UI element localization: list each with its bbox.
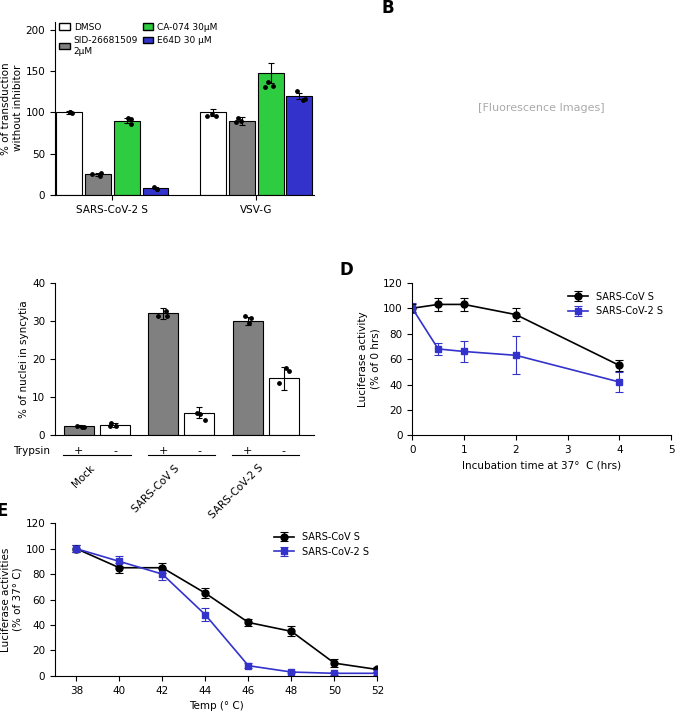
Text: -: - xyxy=(113,446,117,456)
Point xyxy=(87,169,98,180)
Point xyxy=(202,111,213,122)
Text: +: + xyxy=(74,446,84,456)
Point xyxy=(126,119,137,130)
Point xyxy=(105,421,116,432)
Point xyxy=(210,110,221,122)
Y-axis label: % of transduction
without inhibitor: % of transduction without inhibitor xyxy=(1,62,23,155)
Text: [Fluorescence Images]: [Fluorescence Images] xyxy=(478,104,605,114)
Bar xyxy=(286,96,312,195)
Point xyxy=(94,170,105,181)
Point xyxy=(72,420,83,431)
Point xyxy=(297,93,308,105)
Point xyxy=(64,106,75,118)
Point xyxy=(299,93,310,104)
Text: B: B xyxy=(381,0,394,17)
Point xyxy=(66,107,77,119)
Y-axis label: Luciferase activity
(% of 0 hrs): Luciferase activity (% of 0 hrs) xyxy=(358,311,380,407)
X-axis label: Incubation time at 37°  C (hrs): Incubation time at 37° C (hrs) xyxy=(462,461,621,471)
Legend: SARS-CoV S, SARS-CoV-2 S: SARS-CoV S, SARS-CoV-2 S xyxy=(564,288,667,320)
Bar xyxy=(148,313,178,436)
Text: SARS-CoV-2 S: SARS-CoV-2 S xyxy=(208,463,266,521)
Point xyxy=(200,414,211,426)
Point xyxy=(231,116,242,127)
Point xyxy=(292,86,303,97)
Point xyxy=(233,112,244,124)
Point xyxy=(105,417,116,429)
Text: +: + xyxy=(158,446,168,456)
Point xyxy=(126,114,137,125)
Bar xyxy=(200,112,226,195)
Y-axis label: Luciferase activities
(% of 37° C): Luciferase activities (% of 37° C) xyxy=(1,547,23,651)
Point xyxy=(239,310,250,321)
Bar xyxy=(142,188,169,195)
Bar xyxy=(232,321,262,436)
Point xyxy=(76,421,87,433)
Bar xyxy=(100,425,130,436)
Point xyxy=(263,75,274,87)
Text: E: E xyxy=(0,502,8,520)
Point xyxy=(153,310,164,321)
Legend: SARS-CoV S, SARS-CoV-2 S: SARS-CoV S, SARS-CoV-2 S xyxy=(271,528,373,561)
Point xyxy=(236,115,247,127)
Legend: DMSO, SID-26681509
2μM, CA-074 30μM, E64D 30 μM: DMSO, SID-26681509 2μM, CA-074 30μM, E64… xyxy=(60,22,217,55)
Text: -: - xyxy=(282,446,286,456)
Y-axis label: % of nuclei in syncytia: % of nuclei in syncytia xyxy=(19,301,29,418)
Text: +: + xyxy=(243,446,252,456)
Text: SARS-CoV S: SARS-CoV S xyxy=(130,463,182,514)
Point xyxy=(191,407,202,418)
Bar xyxy=(56,112,82,195)
Point xyxy=(245,312,256,324)
Point xyxy=(151,183,162,195)
Bar xyxy=(184,413,214,436)
Point xyxy=(284,365,295,377)
Bar xyxy=(269,378,299,436)
Bar xyxy=(85,175,111,195)
Point xyxy=(207,109,218,120)
Bar xyxy=(114,121,140,195)
Point xyxy=(149,181,160,193)
X-axis label: Temp (° C): Temp (° C) xyxy=(189,701,243,711)
Text: -: - xyxy=(197,446,201,456)
Point xyxy=(152,183,163,195)
Point xyxy=(96,168,107,179)
Point xyxy=(161,306,172,317)
Bar xyxy=(64,426,94,436)
Point xyxy=(65,106,76,117)
Text: D: D xyxy=(340,261,353,279)
Point xyxy=(260,81,271,93)
Point xyxy=(195,408,206,419)
Point xyxy=(273,377,284,389)
Text: Trypsin: Trypsin xyxy=(12,446,49,456)
Point xyxy=(281,362,292,374)
Point xyxy=(244,317,255,329)
Point xyxy=(111,420,122,431)
Point xyxy=(79,421,90,433)
Text: Mock: Mock xyxy=(71,463,97,489)
Bar xyxy=(229,121,255,195)
Point xyxy=(268,81,279,92)
Bar xyxy=(258,73,284,195)
Point xyxy=(162,310,173,321)
Point xyxy=(123,113,134,124)
